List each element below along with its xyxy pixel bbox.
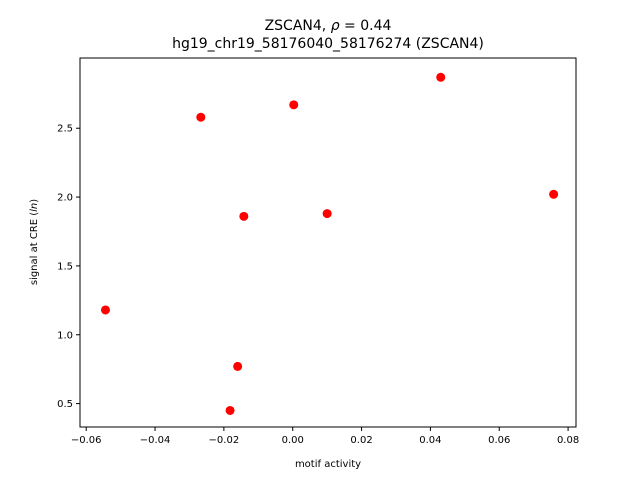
chart-title-line2: hg19_chr19_58176040_58176274 (ZSCAN4) (172, 36, 484, 52)
data-point (225, 405, 235, 415)
y-tick-label: 2.0 (57, 193, 73, 204)
y-axis: 0.5 1.0 1.5 2.0 2.5 (57, 124, 80, 410)
y-tick-label: 1.5 (57, 261, 73, 272)
data-point (322, 209, 332, 219)
chart-title-line1: ZSCAN4, ρ = 0.44 (265, 18, 392, 34)
x-tick-label: 0.08 (557, 435, 579, 446)
x-axis: −0.06 −0.04 −0.02 0.00 0.02 0.04 0.06 0.08 (71, 427, 579, 446)
data-point (100, 305, 110, 315)
y-axis-label: signal at CRE (ln) (29, 199, 40, 285)
x-tick-label: 0.00 (282, 435, 304, 446)
x-axis-label: motif activity (295, 459, 361, 470)
data-point (233, 361, 243, 371)
data-point (289, 100, 299, 110)
x-tick-label: 0.06 (488, 435, 510, 446)
x-tick-label: −0.06 (71, 435, 102, 446)
data-point (549, 189, 559, 199)
plot-frame (79, 57, 577, 428)
data-point (436, 72, 446, 82)
x-tick-label: −0.02 (209, 435, 240, 446)
data-points (100, 72, 559, 415)
x-tick-label: 0.04 (419, 435, 441, 446)
y-tick-label: 2.5 (57, 124, 73, 135)
y-tick-label: 0.5 (57, 399, 73, 410)
data-point (239, 211, 249, 221)
data-point (196, 112, 206, 122)
x-tick-label: 0.02 (350, 435, 372, 446)
y-tick-label: 1.0 (57, 330, 73, 341)
x-tick-label: −0.04 (140, 435, 171, 446)
